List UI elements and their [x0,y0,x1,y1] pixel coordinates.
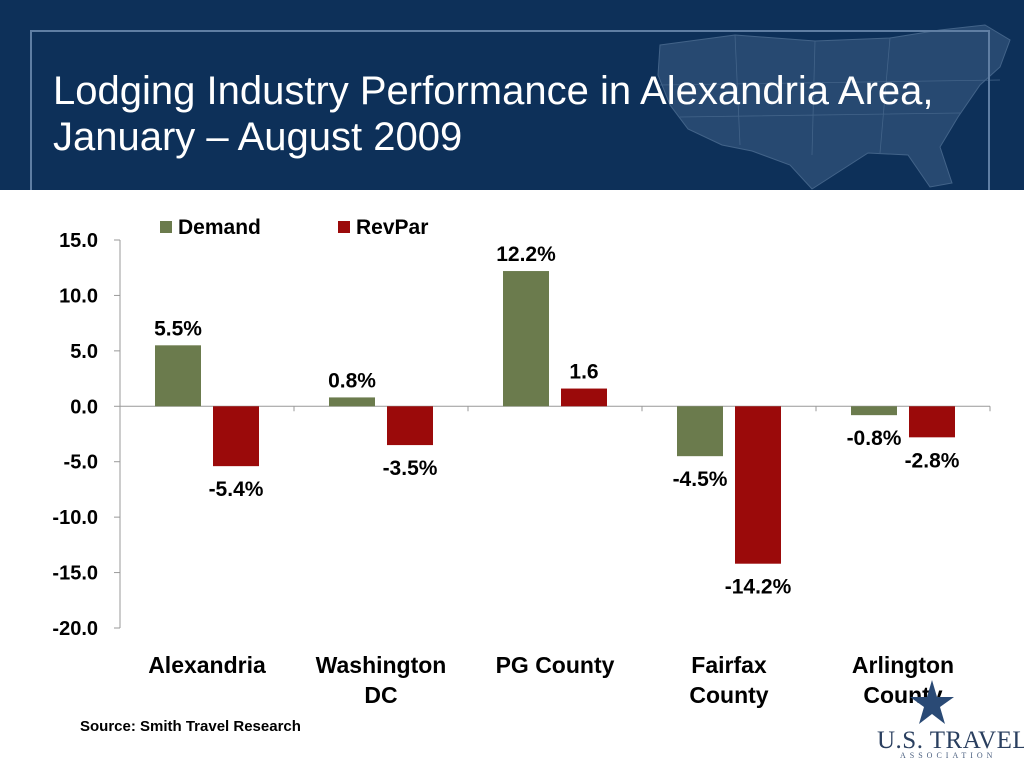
bar-revpar [213,406,259,467]
bar-revpar [387,406,433,446]
category-label: County [689,682,768,708]
category-label: DC [364,682,397,708]
bar-demand [503,271,549,407]
category-labels: Alexandria Washington DC PG County Fairfax Co… [148,652,954,708]
legend-label-demand: Demand [178,216,261,239]
legend: Demand RevPar [160,216,428,239]
y-tick-label: 5.0 [70,341,98,363]
logo-subtext: ASSOCIATION [900,751,997,760]
category-label: Washington [316,652,447,678]
bar-demand [155,345,201,407]
legend-swatch-revpar [338,221,350,233]
bar-revpar [909,406,955,438]
bars [155,271,955,564]
data-labels: 5.5% -5.4% 0.8% -3.5% 12.2% 1.6 -4.5% -14.2% -0.… [154,243,960,599]
legend-swatch-demand [160,221,172,233]
star-logo-icon [910,680,954,724]
y-tick-label: 10.0 [59,285,98,307]
data-label-demand: -0.8% [847,427,902,450]
y-tick-label: -10.0 [52,507,98,529]
data-label-demand: 5.5% [154,317,202,340]
legend-label-revpar: RevPar [356,216,428,239]
bar-revpar [561,388,607,407]
header-frame [30,30,990,190]
y-axis: 15.0 10.0 5.0 0.0 -5.0 -10.0 -15.0 -20.0 [52,230,991,640]
bar-demand [851,406,897,416]
source-note: Source: Smith Travel Research [80,718,301,735]
data-label-revpar: -14.2% [725,576,792,599]
data-label-revpar: 1.6 [569,361,598,384]
data-label-demand: -4.5% [673,468,728,491]
slide-title: Lodging Industry Performance in Alexandr… [53,69,934,159]
data-label-demand: 12.2% [496,243,556,266]
logo-text: U.S. TRAVEL [877,727,1024,754]
category-label: Arlington [852,652,954,678]
data-label-revpar: -3.5% [383,457,438,480]
bar-revpar [735,406,781,564]
y-tick-label: -5.0 [64,452,98,474]
category-label: Alexandria [148,652,266,678]
y-tick-label: 15.0 [59,230,98,252]
data-label-revpar: -5.4% [209,478,264,501]
category-label: PG County [496,652,615,678]
category-label: Fairfax [691,652,767,678]
y-tick-label: -20.0 [52,618,98,640]
y-tick-label: 0.0 [70,396,98,418]
bar-demand [329,397,375,407]
slide-header: Lodging Industry Performance in Alexandr… [0,0,1024,190]
data-label-revpar: -2.8% [905,449,960,472]
y-tick-label: -15.0 [52,563,98,585]
bar-chart: 15.0 10.0 5.0 0.0 -5.0 -10.0 -15.0 -20.0 Demand… [52,216,991,708]
bar-demand [677,406,723,457]
data-label-demand: 0.8% [328,369,376,392]
